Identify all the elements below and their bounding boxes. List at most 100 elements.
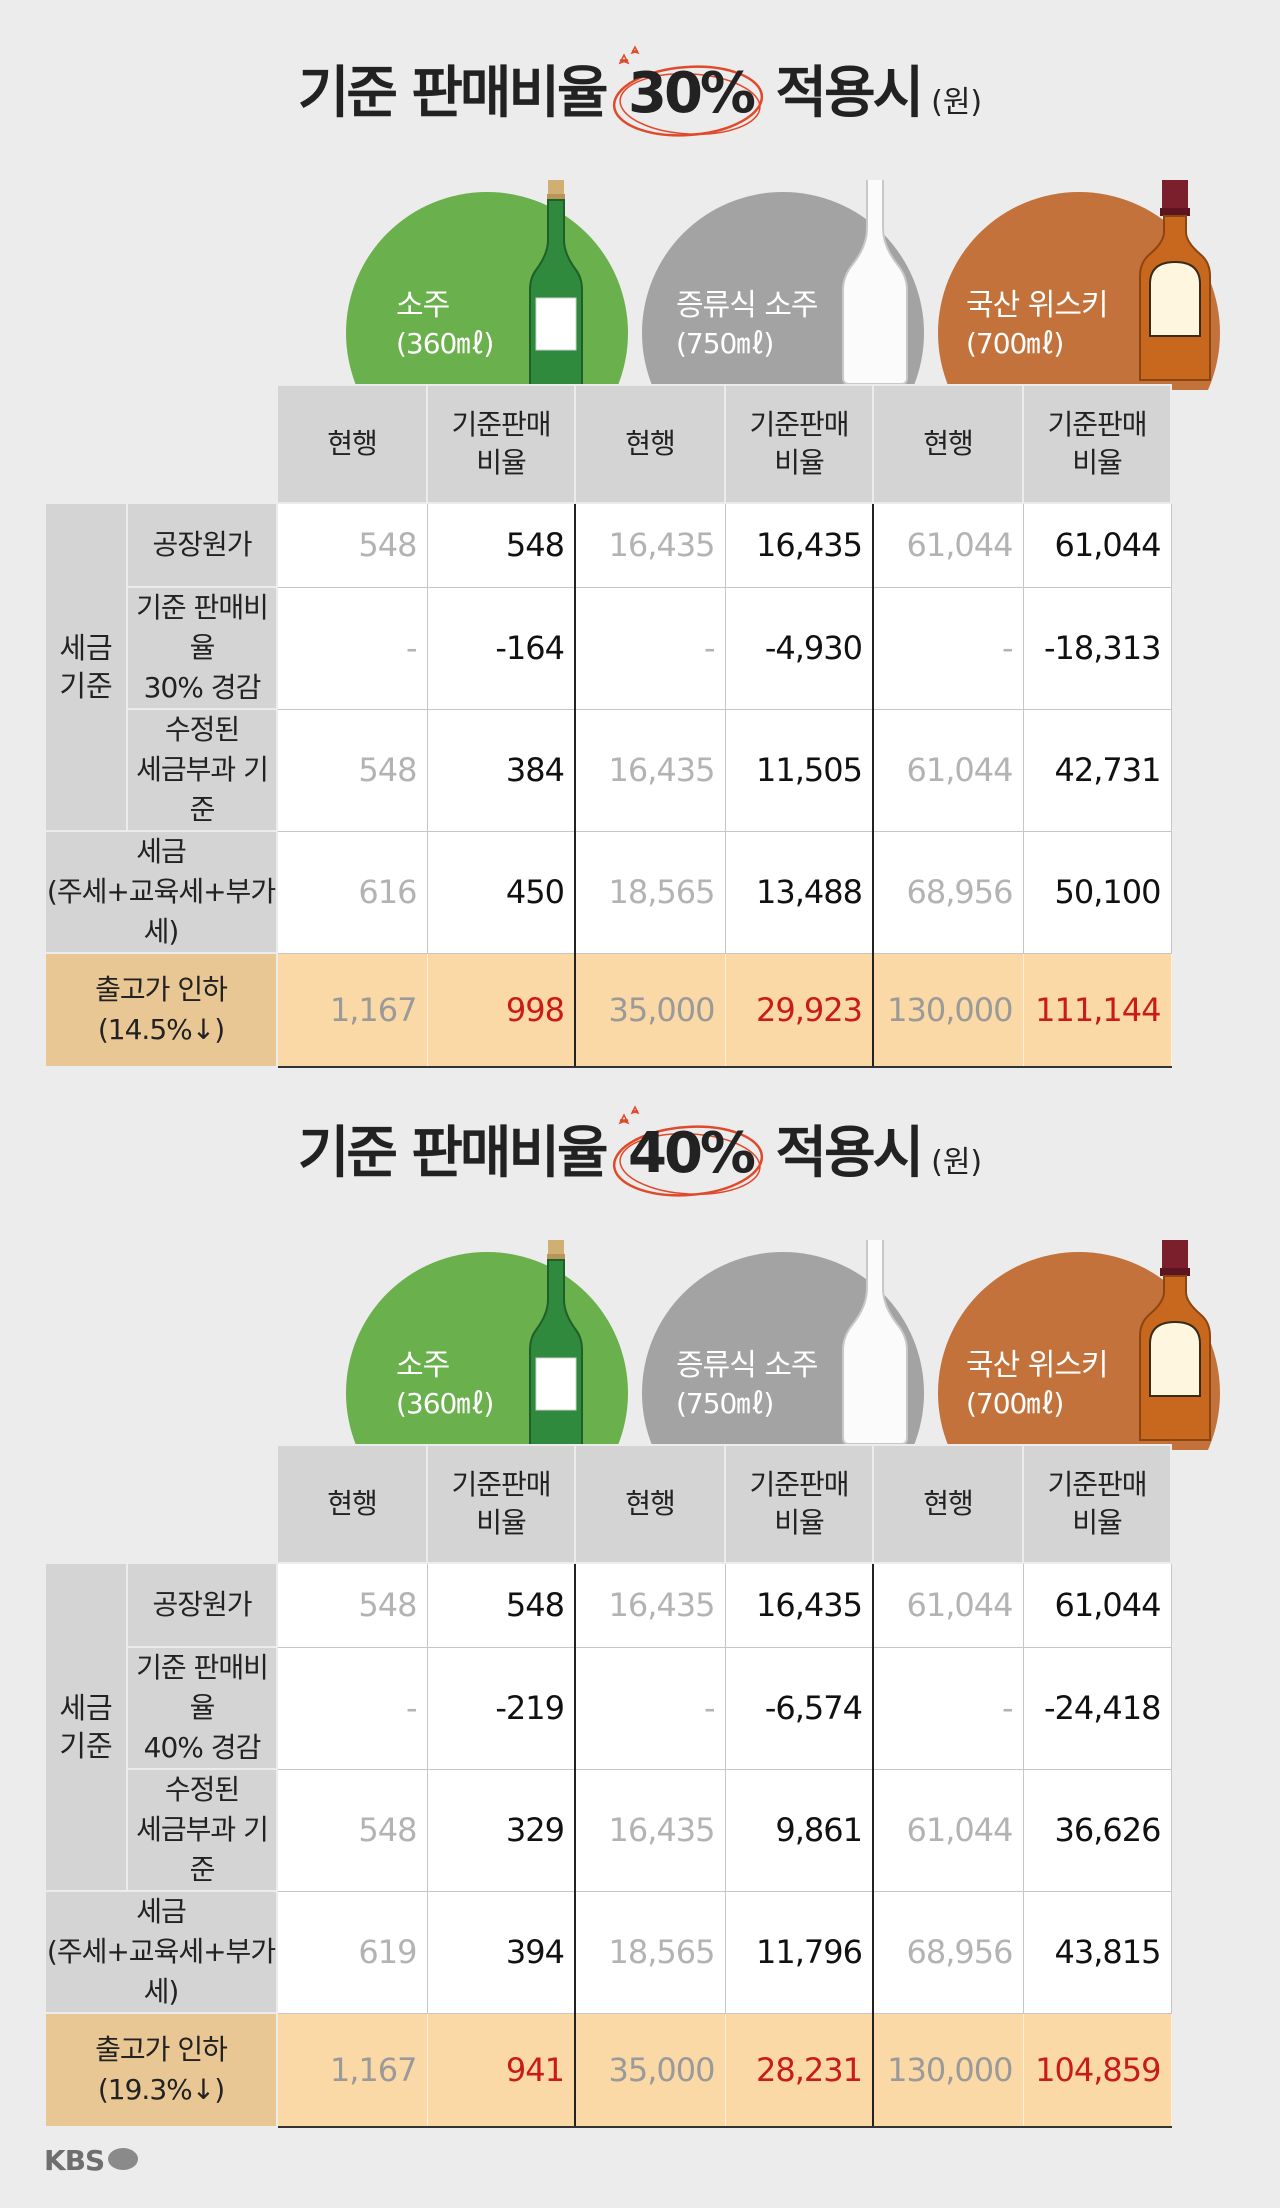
cell-value: -4,930 — [724, 586, 874, 710]
white-bottle-icon — [842, 180, 908, 385]
cell-value: 42,731 — [1022, 708, 1172, 832]
cell-value: - — [276, 1646, 428, 1770]
cell-value: 548 — [276, 1562, 428, 1648]
title-prefix: 기준 판매비율 — [297, 1121, 609, 1186]
cell-value: -164 — [426, 586, 576, 710]
row-label: 출고가 인하 (14.5%↓) — [44, 952, 278, 1068]
product-name: 소주 — [396, 1348, 450, 1383]
cell-value: 394 — [426, 1890, 576, 2014]
cell-value: 16,435 — [574, 502, 726, 588]
product-name: 국산 위스키 — [966, 1348, 1109, 1383]
table-header-row: 현행 기준판매 비율 현행 기준판매 비율 현행 기준판매 비율 — [45, 1444, 1172, 1564]
cell-value: 130,000 — [872, 952, 1024, 1068]
title-percent-value: 30% — [628, 61, 756, 126]
product-name: 소주 — [396, 288, 450, 323]
product-name: 증류식 소주 — [676, 288, 819, 323]
product-volume: (700㎖) — [966, 1387, 1064, 1420]
price-table: 현행 기준판매 비율 현행 기준판매 비율 현행 기준판매 비율 세금 기준 공장원가 … — [44, 1444, 1172, 2128]
cell-value: 18,565 — [574, 1890, 726, 2014]
product-whisky: 국산 위스키 (700㎖) — [936, 180, 1226, 390]
col-header-current: 현행 — [574, 1444, 726, 1564]
title-suffix: 적용시 — [775, 61, 925, 126]
title-unit: (원) — [931, 1145, 983, 1180]
col-header-current: 현행 — [872, 384, 1024, 504]
cell-value: 548 — [276, 708, 428, 832]
cell-value: 1,167 — [276, 2012, 428, 2128]
cell-value: 329 — [426, 1768, 576, 1892]
cell-value: 548 — [276, 1768, 428, 1892]
row-group-label: 세금 기준 — [44, 1562, 128, 1892]
row-label: 세금 (주세+교육세+부가세) — [44, 1890, 278, 2014]
product-name: 국산 위스키 — [966, 288, 1109, 323]
cell-value: 384 — [426, 708, 576, 832]
col-header-standard: 기준판매 비율 — [1022, 384, 1172, 504]
product-volume: (750㎖) — [676, 327, 774, 360]
table-row: 기준 판매비율 30% 경감 - -164 - -4,930 - -18,313 — [45, 586, 1172, 710]
cell-value: 61,044 — [872, 1562, 1024, 1648]
title-percent: 40% — [612, 1105, 764, 1197]
cell-value: 29,923 — [724, 952, 874, 1068]
cell-value: 548 — [426, 502, 576, 588]
cell-value: 16,435 — [574, 1768, 726, 1892]
row-label: 수정된 세금부과 기준 — [126, 1768, 278, 1892]
table-row: 세금 (주세+교육세+부가세) 616 450 18,565 13,488 68,… — [44, 830, 1172, 954]
kbs-mark-icon — [108, 2148, 139, 2170]
row-label: 공장원가 — [126, 502, 278, 588]
product-whisky: 국산 위스키 (700㎖) — [936, 1240, 1226, 1450]
cell-value: 130,000 — [872, 2012, 1024, 2128]
cell-value: 61,044 — [872, 1768, 1024, 1892]
col-header-current: 현행 — [574, 384, 726, 504]
cell-value: 61,044 — [872, 502, 1024, 588]
product-volume: (360㎖) — [396, 1387, 494, 1420]
green-bottle-icon — [529, 180, 583, 389]
kbs-logo: KBS — [44, 2144, 139, 2177]
cell-value: - — [872, 1646, 1024, 1770]
title-prefix: 기준 판매비율 — [297, 61, 609, 126]
title-unit: (원) — [931, 85, 983, 120]
cell-value: 619 — [276, 1890, 428, 2014]
cell-value: 35,000 — [574, 2012, 726, 2128]
cell-value: 35,000 — [574, 952, 726, 1068]
row-label: 세금 (주세+교육세+부가세) — [44, 830, 278, 954]
table-header-row: 현행 기준판매 비율 현행 기준판매 비율 현행 기준판매 비율 — [45, 384, 1172, 504]
cell-value: 450 — [426, 830, 576, 954]
title-percent-value: 40% — [628, 1121, 756, 1186]
scribble-circle-icon — [612, 45, 764, 137]
title-suffix: 적용시 — [775, 1121, 925, 1186]
white-bottle-icon — [842, 1240, 908, 1445]
cell-value: 61,044 — [872, 708, 1024, 832]
green-bottle-icon — [529, 1240, 583, 1449]
product-soju: 소주 (360㎖) — [344, 180, 634, 390]
cell-value: -219 — [426, 1646, 576, 1770]
cell-value: 104,859 — [1022, 2012, 1172, 2128]
table-row: 수정된 세금부과 기준 548 329 16,435 9,861 61,044 3… — [45, 1768, 1172, 1892]
section-title: 기준 판매비율 40% 적용시 (원) — [0, 1105, 1280, 1197]
whisky-bottle-icon — [1139, 1240, 1211, 1441]
col-header-standard: 기준판매 비율 — [724, 1444, 874, 1564]
row-group-label: 세금 기준 — [44, 502, 128, 832]
table-row: 세금 기준 공장원가 548 548 16,435 16,435 61,044 6… — [44, 502, 1172, 832]
cell-value: 11,796 — [724, 1890, 874, 2014]
cell-value: 68,956 — [872, 1890, 1024, 2014]
cell-value: 548 — [276, 502, 428, 588]
whisky-bottle-icon — [1139, 180, 1211, 381]
cell-value: 18,565 — [574, 830, 726, 954]
product-distilled-soju: 증류식 소주 (750㎖) — [640, 180, 930, 390]
section-title: 기준 판매비율 30% 적용시 (원) — [0, 45, 1280, 137]
cell-value: 941 — [426, 2012, 576, 2128]
cell-value: 111,144 — [1022, 952, 1172, 1068]
cell-value: 68,956 — [872, 830, 1024, 954]
table-row: 세금 (주세+교육세+부가세) 619 394 18,565 11,796 68,… — [44, 1890, 1172, 2014]
cell-value: 50,100 — [1022, 830, 1172, 954]
product-volume: (700㎖) — [966, 327, 1064, 360]
cell-value: 28,231 — [724, 2012, 874, 2128]
cell-value: 16,435 — [574, 708, 726, 832]
table-row-price-cut: 출고가 인하 (14.5%↓) 1,167 998 35,000 29,923 1… — [44, 952, 1172, 1068]
row-label: 기준 판매비율 30% 경감 — [126, 586, 278, 710]
cell-value: 616 — [276, 830, 428, 954]
row-label: 공장원가 — [126, 1562, 278, 1648]
row-label: 기준 판매비율 40% 경감 — [126, 1646, 278, 1770]
cell-value: 16,435 — [724, 502, 874, 588]
cell-value: 13,488 — [724, 830, 874, 954]
table-row: 세금 기준 공장원가 548 548 16,435 16,435 61,044 6… — [44, 1562, 1172, 1892]
